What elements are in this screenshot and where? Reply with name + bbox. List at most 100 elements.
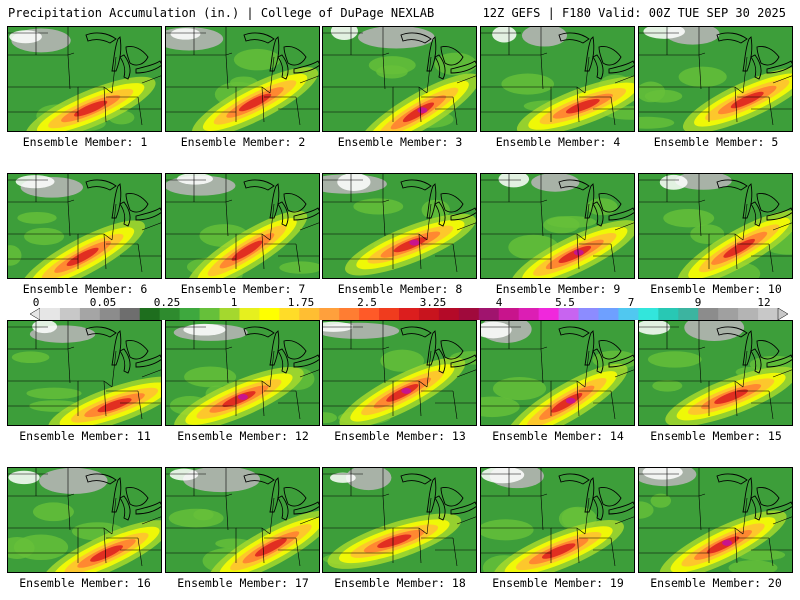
moderate-precip-area: [644, 89, 683, 103]
state-border: [481, 199, 548, 203]
precip-band: [231, 240, 263, 261]
heavy-precip-core: [565, 397, 576, 404]
great-lake-outline: [283, 46, 307, 66]
state-border: [481, 493, 548, 497]
ensemble-member-label: Ensemble Member: 10: [650, 282, 782, 296]
state-border: [295, 96, 301, 126]
great-lake-outline: [750, 54, 762, 80]
moderate-precip-area: [24, 227, 65, 246]
colorbar-swatch: [758, 308, 779, 320]
great-lake-outline: [119, 348, 131, 374]
colorbar-swatch: [399, 308, 420, 320]
colorbar-swatch: [478, 308, 500, 320]
colorbar-tick-label: 2.5: [357, 296, 377, 309]
great-lake-outline: [434, 201, 446, 227]
great-lake-outline: [766, 60, 792, 74]
state-border: [452, 537, 458, 567]
ensemble-member-label: Ensemble Member: 13: [334, 429, 466, 443]
state-border: [382, 54, 386, 90]
state-border: [67, 495, 71, 531]
ensemble-member-map: [638, 26, 793, 132]
heavy-precip-core: [573, 249, 584, 256]
state-border: [540, 348, 544, 384]
state-border: [639, 52, 706, 56]
state-border: [269, 497, 275, 535]
great-lake-outline: [85, 32, 117, 44]
state-border: [734, 86, 738, 123]
state-border: [137, 243, 143, 273]
moderate-precip-area: [639, 116, 675, 129]
moderate-precip-area: [353, 198, 404, 215]
colorbar-swatch: [159, 308, 181, 320]
trace-precip-area: [659, 174, 688, 190]
great-lake-outline: [592, 495, 604, 521]
colorbar-tick-label: 7: [627, 296, 635, 309]
great-lake-outline: [598, 193, 622, 213]
state-border: [540, 201, 544, 237]
precip-band: [723, 238, 755, 258]
colorbar-swatch: [339, 308, 360, 320]
colorbar-swatch: [578, 308, 599, 320]
moderate-precip-area: [737, 549, 786, 561]
moderate-precip-area: [26, 387, 82, 400]
heavy-precip-core: [722, 539, 733, 546]
great-lake-outline: [400, 473, 432, 485]
great-lake-outline: [440, 193, 464, 213]
precip-band: [66, 247, 99, 267]
state-border: [772, 369, 792, 378]
ensemble-member-label: Ensemble Member: 6: [22, 282, 148, 296]
great-lake-outline: [283, 340, 307, 360]
great-lake-outline: [135, 207, 161, 221]
state-border: [299, 369, 319, 378]
moderate-precip-area: [501, 73, 555, 95]
light-precip-area: [345, 468, 392, 491]
great-lake-outline: [293, 60, 319, 74]
ensemble-member-map: [165, 26, 320, 132]
great-lake-outline: [85, 179, 117, 191]
colorbar-swatch: [99, 308, 121, 320]
colorbar-swatch: [59, 308, 81, 320]
great-lake-outline: [716, 473, 748, 485]
great-lake-outline: [592, 201, 604, 227]
ensemble-member-map: [322, 467, 477, 573]
great-lake-outline: [756, 46, 780, 66]
ensemble-member-map: [165, 467, 320, 573]
great-lake-outline: [450, 60, 476, 74]
state-border: [269, 203, 275, 241]
moderate-precip-area: [32, 502, 74, 522]
great-lake-outline: [766, 501, 792, 515]
precip-band: [377, 534, 412, 548]
light-precip-area: [675, 174, 732, 190]
state-border: [382, 495, 386, 531]
great-lake-outline: [450, 207, 476, 221]
state-border: [698, 495, 702, 531]
colorbar-max-arrow: [777, 308, 788, 320]
great-lake-outline: [243, 32, 275, 44]
state-border: [103, 527, 107, 564]
state-border: [137, 537, 143, 567]
map-title: Precipitation Accumulation (in.) | Colle…: [8, 6, 435, 20]
state-border: [225, 348, 229, 384]
great-lake-outline: [283, 487, 307, 507]
moderate-precip-area: [481, 519, 534, 541]
state-border: [734, 233, 738, 270]
state-border: [768, 96, 774, 126]
state-border: [103, 233, 107, 270]
state-border: [584, 497, 590, 535]
trace-precip-area: [176, 174, 214, 185]
state-border: [576, 233, 580, 270]
great-lake-outline: [742, 330, 753, 366]
state-border: [299, 516, 319, 525]
great-lake-outline: [592, 348, 604, 374]
moderate-precip-area: [663, 208, 715, 228]
state-border: [323, 346, 390, 350]
state-border: [166, 52, 233, 56]
great-lake-outline: [135, 354, 161, 368]
state-border: [610, 537, 616, 567]
colorbar-swatch: [718, 308, 739, 320]
ensemble-member-label: Ensemble Member: 20: [650, 576, 782, 590]
trace-precip-area: [481, 321, 512, 339]
state-border: [698, 348, 702, 384]
colorbar-tick-label: 4: [495, 296, 503, 309]
precip-band: [386, 384, 419, 402]
